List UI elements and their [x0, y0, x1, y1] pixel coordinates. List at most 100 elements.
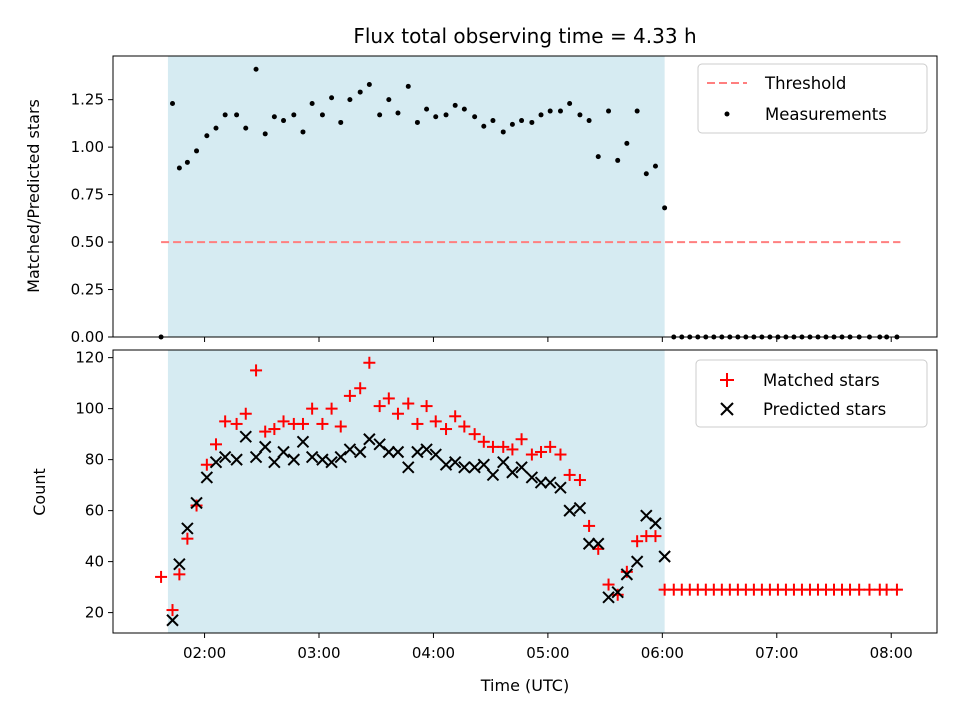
- matched-star-point: [155, 570, 168, 583]
- measurement-point: [262, 131, 268, 137]
- predicted-star-point: [458, 461, 471, 474]
- predicted-star-point: [343, 443, 357, 456]
- count-x-tick-label: 06:00: [641, 644, 684, 662]
- count-x-tick-label: 07:00: [755, 644, 798, 662]
- matched-star-point: [583, 519, 596, 532]
- measurement-point: [529, 119, 535, 125]
- measurement-point: [366, 81, 372, 87]
- matched-star-point: [181, 532, 194, 545]
- predicted-star-point: [402, 461, 415, 474]
- measurement-point: [243, 125, 249, 131]
- predicted-star-point: [658, 550, 671, 563]
- matched-star-point: [190, 499, 203, 512]
- count-panel-frame: [112, 349, 938, 634]
- predicted-star-point: [640, 509, 653, 522]
- measurement-point: [538, 112, 544, 118]
- predicted-star-point: [429, 448, 442, 461]
- measurement-point: [234, 112, 240, 118]
- predicted-star-point: [277, 445, 290, 459]
- predicted-star-point: [420, 443, 433, 456]
- ratio-y-ticks: 0.00 0.25 0.50 0.75 1.00 1.25: [71, 91, 113, 346]
- matched-star-point: [468, 428, 481, 441]
- predicted-star-point: [543, 476, 557, 489]
- predicted-star-point: [439, 458, 453, 471]
- ratio-panel: 0.00 0.25 0.50 0.75 1.00 1.25 Matched/Predict…: [24, 55, 938, 346]
- count-x-ticks: 02:00 03:00 04:00 05:00 06:00 07:00 08:00: [183, 633, 913, 662]
- predicted-star-point: [305, 450, 319, 464]
- predicted-star-point: [611, 586, 624, 599]
- matched-star-point: [429, 415, 442, 428]
- matched-star-point: [219, 415, 232, 428]
- matched-star-point: [649, 530, 662, 543]
- predicted-star-point: [573, 501, 587, 515]
- measurement-point: [329, 95, 335, 101]
- legend-measurements-marker: [724, 111, 730, 117]
- matched-star-point: [173, 568, 186, 581]
- predicted-star-point: [497, 455, 510, 469]
- predicted-star-point: [486, 468, 500, 482]
- observing-window-top: [167, 56, 665, 337]
- measurement-point: [634, 108, 640, 114]
- matched-star-point: [525, 448, 538, 461]
- ratio-y-label: Matched/Predicted stars: [24, 99, 43, 293]
- matched-star-point: [325, 402, 338, 415]
- count-x-tick-label: 02:00: [183, 644, 226, 662]
- measurement-point: [300, 129, 306, 135]
- count-y-label: Count: [30, 468, 49, 516]
- measurement-point: [253, 66, 259, 72]
- count-panel: 20 40 60 80 100 120 02:00 03:00 04:00 05:00 06:00…: [30, 349, 938, 695]
- matched-star-point: [544, 440, 557, 453]
- matched-star-point: [602, 578, 615, 591]
- count-y-tick-label: 120: [75, 349, 104, 367]
- measurement-point: [490, 118, 496, 124]
- measurement-point: [357, 89, 363, 95]
- predicted-star-point: [200, 471, 214, 484]
- predicted-star-point: [353, 445, 367, 459]
- predicted-star-point: [468, 461, 481, 474]
- measurement-point: [443, 112, 449, 118]
- matched-star-point: [563, 468, 576, 481]
- predicted-star-point: [181, 522, 194, 535]
- predicted-star-point: [554, 481, 567, 494]
- ratio-y-tick-label: 0.50: [71, 233, 104, 251]
- predicted-star-point: [563, 504, 576, 517]
- measurement-point: [547, 108, 553, 114]
- matched-star-point: [863, 583, 876, 596]
- predicted-star-point: [249, 450, 263, 464]
- legend-predicted-marker: [720, 402, 734, 416]
- matched-star-point: [620, 565, 633, 578]
- predicted-star-point: [287, 453, 301, 466]
- count-x-tick-label: 08:00: [870, 644, 913, 662]
- matched-star-point: [573, 474, 586, 487]
- observing-window-bottom: [167, 350, 665, 633]
- measurement-point: [184, 159, 190, 165]
- matched-star-point: [554, 448, 567, 461]
- predicted-star-point: [602, 591, 615, 604]
- count-y-ticks: 20 40 60 80 100 120: [75, 349, 113, 622]
- matched-star-point: [402, 397, 415, 410]
- measurement-point: [519, 118, 525, 124]
- measurement-point: [309, 100, 315, 106]
- matched-star-point: [611, 588, 624, 601]
- measurement-point: [170, 100, 176, 106]
- predicted-star-point: [630, 555, 644, 568]
- matched-star-point: [440, 423, 453, 436]
- legend-predicted-label: Predicted stars: [763, 400, 886, 419]
- count-y-tick-label: 100: [75, 400, 104, 418]
- legend-matched-marker: [720, 373, 734, 387]
- predicted-star-point: [325, 455, 338, 469]
- predicted-star-point: [411, 445, 424, 459]
- measurement-point: [281, 118, 287, 124]
- x-axis-label: Time (UTC): [480, 676, 569, 695]
- matched-star-point: [506, 443, 519, 456]
- predicted-star-point: [218, 450, 232, 464]
- ratio-y-tick-label: 1.25: [71, 91, 104, 109]
- measurement-point: [414, 119, 420, 125]
- predicted-star-point: [649, 517, 662, 530]
- measurement-point: [461, 106, 467, 112]
- predicted-star-point: [268, 455, 281, 469]
- ratio-y-tick-label: 0.00: [71, 328, 104, 346]
- chart-title: Flux total observing time = 4.33 h: [353, 24, 696, 48]
- matched-star-point: [200, 458, 213, 471]
- measurement-point: [271, 114, 277, 120]
